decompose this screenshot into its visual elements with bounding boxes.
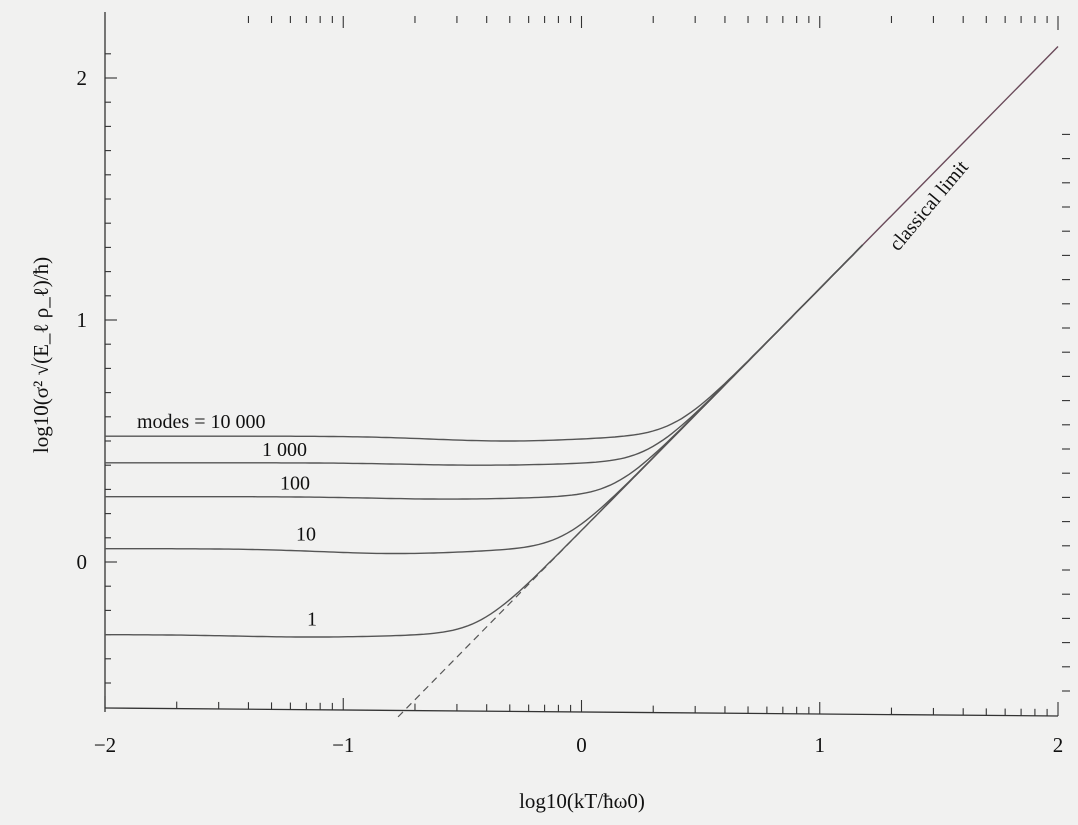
curve-label: 1 (307, 609, 317, 631)
axes-frame (104, 12, 1059, 717)
x-tick-label: 2 (1053, 733, 1064, 757)
x-axis-label: log10(kT/ħω0) (519, 789, 645, 813)
y-tick-label: 2 (77, 66, 88, 90)
y-tick-label: 1 (77, 308, 88, 332)
curve-4 (105, 244, 864, 638)
x-tick-label: −2 (94, 733, 116, 757)
curve-label: 10 (296, 524, 316, 546)
curve-label: 1 000 (262, 439, 307, 461)
x-tick-label: 0 (576, 733, 587, 757)
axis-ticks (104, 16, 1070, 716)
y-axis-label: log10(σ² √(E_ℓ ρ_ℓ)/ħ) (29, 257, 53, 453)
curve-label: 100 (280, 473, 310, 495)
curves (105, 46, 1059, 718)
x-tick-label: −1 (332, 733, 354, 757)
y-tick-label: 0 (77, 550, 88, 574)
curve-2 (105, 244, 864, 500)
curve-label: modes = 10 000 (137, 411, 266, 433)
classical-limit-label: classical limit (885, 156, 973, 255)
curve-3 (105, 244, 864, 555)
x-tick-label: 1 (815, 733, 826, 757)
labels: −2 −1 0 1 2 0 1 2 modes = 10 000 1 000 100 10 1 (77, 66, 1064, 757)
